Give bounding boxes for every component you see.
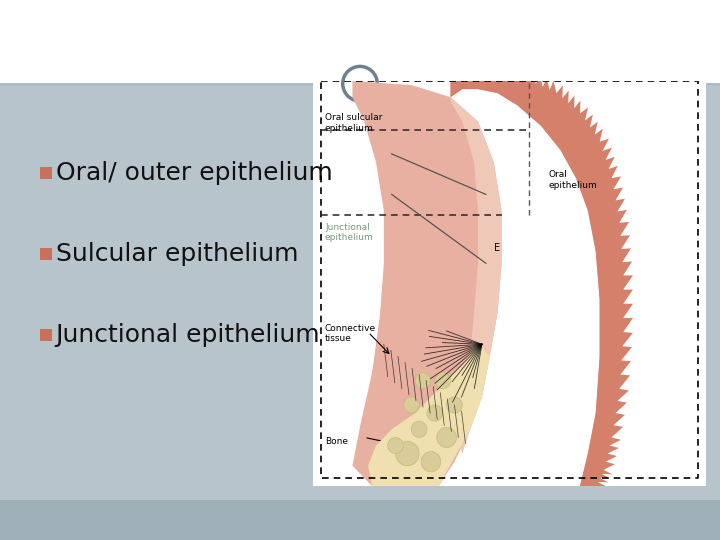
Text: E: E <box>494 243 500 253</box>
Circle shape <box>415 373 431 389</box>
Text: Oral
epithelium: Oral epithelium <box>549 170 598 190</box>
Bar <box>313 81 706 486</box>
Text: Junctional
epithelium: Junctional epithelium <box>325 222 374 242</box>
Bar <box>40 248 52 260</box>
Text: Junctional epithelium: Junctional epithelium <box>55 323 320 347</box>
Circle shape <box>427 405 443 421</box>
Circle shape <box>411 421 427 437</box>
Circle shape <box>343 66 377 101</box>
Circle shape <box>395 442 419 465</box>
Circle shape <box>421 451 441 472</box>
Text: Oral sulcular
epithelium: Oral sulcular epithelium <box>325 113 382 133</box>
Circle shape <box>435 373 451 389</box>
Bar <box>40 167 52 179</box>
Polygon shape <box>368 345 490 486</box>
Circle shape <box>388 437 403 454</box>
Text: Bone: Bone <box>325 437 348 447</box>
Bar <box>0 500 720 540</box>
Polygon shape <box>353 81 502 486</box>
Bar <box>0 0 720 84</box>
Circle shape <box>437 427 456 448</box>
Text: Connective
tissue: Connective tissue <box>325 324 376 343</box>
Polygon shape <box>451 81 624 486</box>
Text: Sulcular epithelium: Sulcular epithelium <box>55 242 298 266</box>
Polygon shape <box>451 97 502 454</box>
Circle shape <box>403 397 419 413</box>
Bar <box>40 329 52 341</box>
Circle shape <box>446 397 462 413</box>
Polygon shape <box>451 72 633 487</box>
Text: Oral/ outer epithelium: Oral/ outer epithelium <box>55 161 333 185</box>
